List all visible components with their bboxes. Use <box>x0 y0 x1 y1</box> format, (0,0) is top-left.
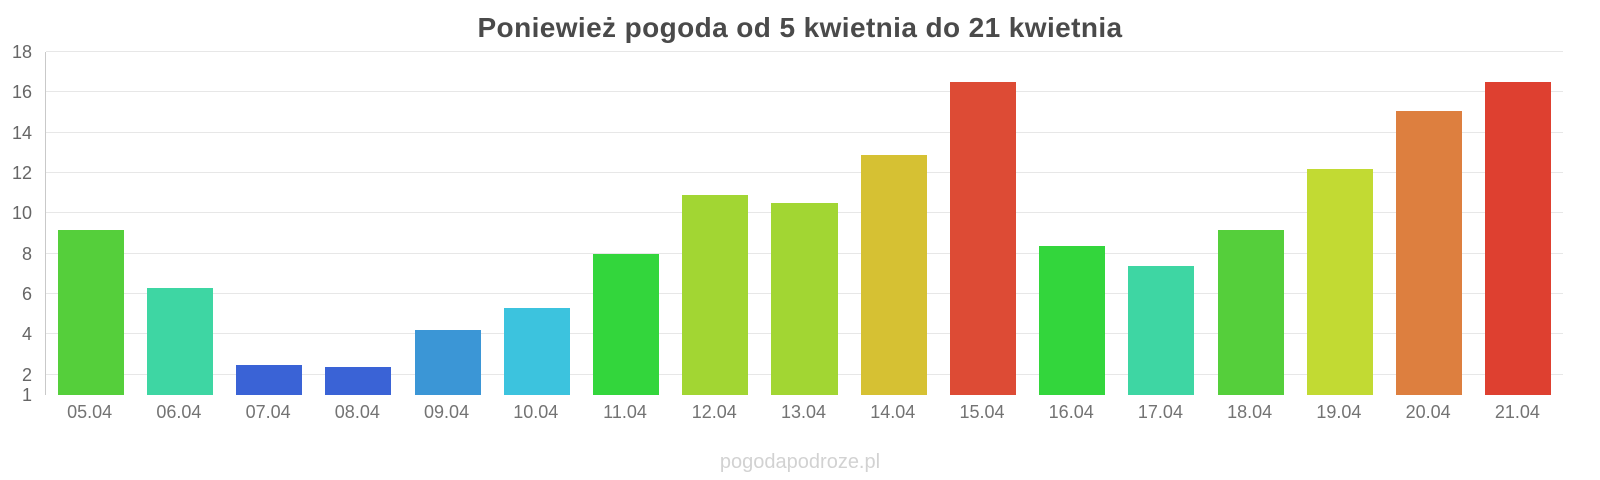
bar-cell <box>135 52 224 395</box>
bar-cell <box>671 52 760 395</box>
bar-21.04[interactable] <box>1485 82 1552 395</box>
y-tick-label-4: 4 <box>21 324 32 345</box>
bar-11.04[interactable] <box>593 253 660 395</box>
x-tick-label-09.04: 09.04 <box>424 402 470 422</box>
watermark: pogodapodroze.pl <box>719 451 881 473</box>
bar-19.04[interactable] <box>1306 169 1373 395</box>
bars-row <box>46 52 1563 395</box>
bar-16.04[interactable] <box>1039 245 1106 395</box>
bar-cell <box>1206 52 1295 395</box>
bar-cell <box>314 52 403 395</box>
x-tick-label-08.04: 08.04 <box>334 402 380 422</box>
gridline <box>46 172 1563 174</box>
bar-cell <box>403 52 492 395</box>
bar-10.04[interactable] <box>503 308 570 395</box>
y-tick-label-12: 12 <box>11 163 32 184</box>
y-tick-label-1: 1 <box>21 385 32 405</box>
bar-09.04[interactable] <box>414 330 481 395</box>
bar-13.04[interactable] <box>771 203 838 395</box>
x-tick-label-14.04: 14.04 <box>870 402 916 422</box>
x-tick-label-10.04: 10.04 <box>513 402 559 422</box>
y-tick-label-2: 2 <box>21 364 32 385</box>
bar-06.04[interactable] <box>146 288 213 395</box>
bar-18.04[interactable] <box>1217 229 1284 395</box>
x-tick-label-16.04: 16.04 <box>1048 402 1094 422</box>
bar-cell <box>1474 52 1563 395</box>
y-tick-label-14: 14 <box>11 122 32 143</box>
bar-cell <box>224 52 313 395</box>
x-tick-label-05.04: 05.04 <box>67 402 113 422</box>
x-tick-label-07.04: 07.04 <box>245 402 291 422</box>
bar-07.04[interactable] <box>236 364 303 395</box>
y-tick-label-8: 8 <box>21 243 32 264</box>
bar-cell <box>492 52 581 395</box>
bar-08.04[interactable] <box>325 366 392 395</box>
bar-05.04[interactable] <box>57 229 124 395</box>
bar-cell <box>938 52 1027 395</box>
bar-cell <box>1295 52 1384 395</box>
y-tick-label-10: 10 <box>11 203 32 224</box>
gridline <box>46 51 1563 52</box>
bar-cell <box>1385 52 1474 395</box>
bar-cell <box>46 52 135 395</box>
bar-15.04[interactable] <box>949 82 1016 395</box>
y-axis: 1 2 4 6 8 10 12 14 16 18 <box>0 43 38 404</box>
x-tick-label-18.04: 18.04 <box>1227 402 1273 422</box>
y-tick-label-16: 16 <box>11 82 32 103</box>
x-tick-label-17.04: 17.04 <box>1137 402 1183 422</box>
x-axis-labels: 05.04 06.04 07.04 08.04 09.04 10.04 11.04 12.04… <box>45 402 1562 423</box>
plot-area <box>45 51 1563 395</box>
x-tick-label-06.04: 06.04 <box>156 402 202 422</box>
bar-cell <box>760 52 849 395</box>
bar-cell <box>581 52 670 395</box>
chart-title: Poniewież pogoda od 5 kwietnia do 21 kwi… <box>477 12 1123 43</box>
gridline <box>46 91 1563 93</box>
bar-14.04[interactable] <box>860 154 927 395</box>
bar-12.04[interactable] <box>682 195 749 395</box>
x-tick-label-13.04: 13.04 <box>780 402 827 422</box>
y-tick-label-18: 18 <box>11 42 32 62</box>
bar-17.04[interactable] <box>1128 265 1195 395</box>
bar-cell <box>1028 52 1117 395</box>
x-tick-label-11.04: 11.04 <box>603 402 647 422</box>
bar-cell <box>1117 52 1206 395</box>
gridline <box>46 131 1563 133</box>
x-tick-label-15.04: 15.04 <box>959 402 1005 422</box>
bar-cell <box>849 52 938 395</box>
x-tick-label-19.04: 19.04 <box>1316 402 1362 422</box>
y-tick-label-6: 6 <box>21 284 32 305</box>
bar-20.04[interactable] <box>1396 110 1463 395</box>
x-tick-label-21.04: 21.04 <box>1494 402 1540 422</box>
x-tick-label-12.04: 12.04 <box>691 402 737 422</box>
x-tick-label-20.04: 20.04 <box>1405 402 1451 422</box>
